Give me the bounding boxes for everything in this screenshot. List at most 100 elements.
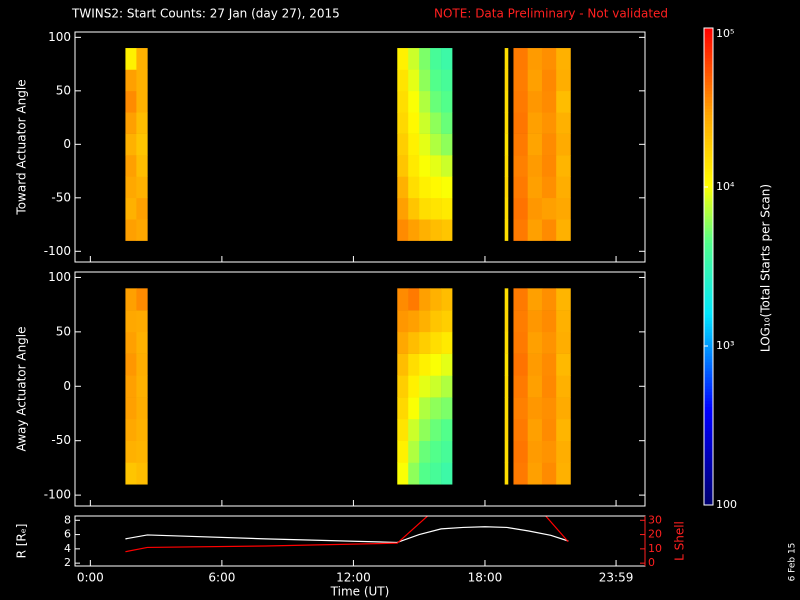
heatmap-cell [556,90,571,113]
heatmap-cell [397,418,409,441]
colorbar-step [704,418,713,423]
y-tick-label: 0 [63,379,71,393]
colorbar-step [704,120,713,124]
heatmap-cell [125,375,137,398]
y-tick-label: -50 [51,433,71,447]
colorbar-step [704,227,713,232]
heatmap-cell [513,397,529,420]
colorbar-step [704,305,713,309]
colorbar-step [704,203,713,208]
heatmap-cell [556,331,571,354]
colorbar-step [704,215,713,220]
heatmap-cell [419,48,431,70]
colorbar-step [704,28,713,32]
heatmap-cell [441,176,453,199]
heatmap-cell [527,418,543,441]
heatmap-cell [136,353,148,376]
colorbar-step [704,502,713,506]
heatmap-cell [419,462,431,485]
heatmap-cell [504,90,509,113]
heatmap-cell [556,462,571,485]
colorbar-step [704,245,713,250]
colorbar-step [704,352,713,357]
heatmap-cell [541,48,557,70]
heatmap-cell [397,462,409,485]
heatmap-cell [556,69,571,92]
colorbar-step [704,177,713,181]
colorbar-step [704,454,713,458]
colorbar-step [704,251,713,256]
heatmap-cell [513,418,529,441]
colorbar-step [704,135,713,139]
colorbar-step [704,144,713,148]
colorbar-step [704,463,713,467]
colorbar-step [704,224,713,229]
heatmap-cell [513,219,529,241]
colorbar-step [704,475,713,479]
colorbar-step [704,442,713,446]
heatmap-cell [556,353,571,376]
colorbar-step [704,99,713,104]
colorbar-step [704,367,713,372]
colorbar-tick-label: 10⁵ [716,27,734,40]
panel-frame-right [644,516,646,566]
heatmap-cell [556,310,571,333]
heatmap-cell [504,288,509,311]
heatmap-cell [397,219,409,241]
heatmap-cell [527,133,543,156]
heatmap-cell [504,219,509,241]
heatmap-cell [556,288,571,311]
colorbar-step [704,230,713,235]
colorbar-step [704,78,713,83]
heatmap-cell [430,397,442,420]
heatmap-cell [556,418,571,441]
heatmap-cell [527,375,543,398]
heatmap-cell [441,90,453,113]
heatmap-cell [430,48,442,70]
heatmap-cell [419,176,431,199]
heatmap-cell [125,69,137,92]
colorbar-step [704,206,713,211]
colorbar-step [704,290,713,294]
colorbar-step [704,60,713,65]
colorbar-step [704,320,713,324]
heatmap-cell [136,331,148,354]
heatmap-cell [527,112,543,134]
heatmap-cell [125,310,137,333]
heatmap-cell [513,197,529,220]
heatmap-cell [136,176,148,199]
heatmap-cell [408,48,420,70]
colorbar-step [704,123,713,127]
colorbar-step [704,388,713,393]
colorbar-step [704,105,713,109]
colorbar-step [704,254,713,259]
heatmap-cell [408,418,420,441]
y-axis-label: Away Actuator Angle [15,326,29,451]
colorbar-step [704,209,713,214]
colorbar-step [704,457,713,461]
heatmap-cell [408,353,420,376]
y-tick-label: -50 [51,190,71,204]
heatmap-cell [527,197,543,220]
heatmap-cell [441,310,453,333]
heatmap-cell [441,112,453,134]
series-line [125,526,569,544]
colorbar-step [704,269,713,273]
colorbar-step [704,400,713,405]
colorbar-step [704,96,713,101]
colorbar-step [704,445,713,449]
heatmap-cell [430,133,442,156]
x-tick-label: 6:00 [208,571,235,585]
heatmap-cell [430,90,442,113]
heatmap-cell [441,353,453,376]
colorbar-step [704,287,713,291]
heatmap-cell [513,353,529,376]
colorbar-step [704,382,713,387]
colorbar-step [704,490,713,494]
heatmap-cell [125,197,137,220]
colorbar-step [704,239,713,244]
y-tick-label: -100 [44,244,71,258]
colorbar-step [704,370,713,375]
heatmap-cell [125,176,137,199]
